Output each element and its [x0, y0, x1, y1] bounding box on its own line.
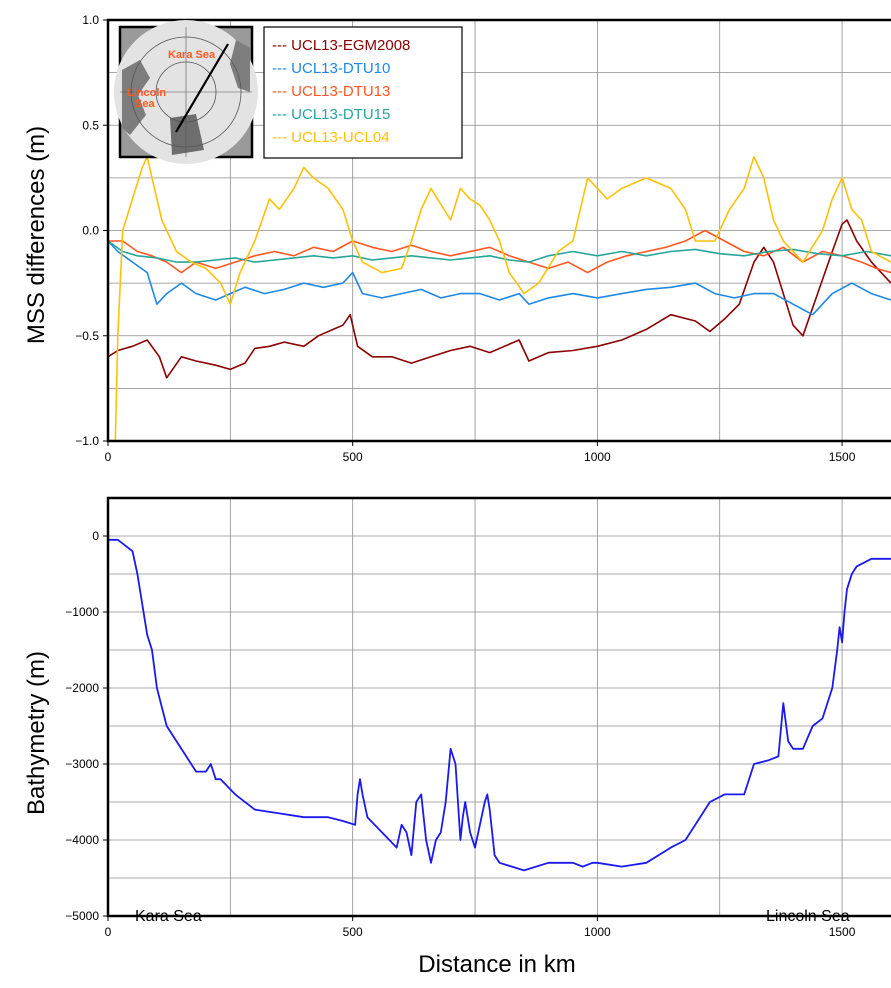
legend-entry: --- UCL13-DTU15	[272, 106, 390, 123]
legend-box	[263, 26, 463, 159]
series-line-ucl13-dtu13	[108, 229, 891, 274]
x-tick-label: 0	[105, 450, 112, 464]
inset-label-lincoln-sea: Lincoln Sea	[127, 87, 166, 110]
legend-entry: --- UCL13-DTU10	[272, 60, 390, 77]
mss-series-group	[107, 156, 891, 442]
annotation-kara-sea: Kara Sea	[135, 908, 202, 925]
y-tick-label: −3000	[65, 757, 99, 771]
x-tick-label: 500	[343, 925, 363, 939]
transect-line	[175, 43, 229, 133]
y-tick-label: −1000	[65, 605, 99, 619]
x-tick-label: 0	[105, 925, 112, 939]
legend: --- UCL13-EGM2008 --- UCL13-DTU10 --- UCL1…	[263, 26, 463, 159]
series-line-ucl13-egm2008	[107, 219, 891, 379]
mss-y-axis-label: MSS differences (m)	[23, 126, 50, 344]
x-tick-label: 1500	[829, 450, 856, 464]
legend-items: --- UCL13-EGM2008 --- UCL13-DTU10 --- UCL1…	[272, 37, 410, 146]
y-tick-label: −5000	[65, 909, 99, 923]
x-tick-label: 1000	[584, 925, 611, 939]
landmass-shape	[230, 40, 250, 92]
y-tick-label: 0.5	[82, 118, 99, 132]
landmass-shape	[122, 60, 150, 135]
series-line-bathymetry	[108, 538, 891, 872]
annotation-lincoln-sea: Lincoln Sea	[766, 908, 850, 925]
bathymetry-series-group	[108, 538, 891, 872]
bathymetry-plot-frame	[106, 496, 891, 918]
y-tick-label: 0	[92, 529, 99, 543]
y-tick-label: 0.0	[82, 224, 99, 238]
greenland-shape	[170, 114, 204, 155]
y-tick-label: −0.5	[75, 329, 99, 343]
legend-entry: --- UCL13-UCL04	[272, 129, 390, 146]
y-tick-label: 1.0	[82, 13, 99, 27]
mss-differences-panel: 0 500 1000 1500 −1.0 −0.5 0.0 0.5 1.0 MSS differ…	[23, 13, 891, 464]
y-tick-label: −2000	[65, 681, 99, 695]
inset-label-kara-sea: Kara Sea	[168, 49, 216, 61]
x-tick-label: 500	[343, 450, 363, 464]
legend-entry: --- UCL13-DTU13	[272, 83, 390, 100]
bathymetry-y-axis-label: Bathymetry (m)	[23, 651, 50, 815]
legend-entry: --- UCL13-EGM2008	[272, 37, 410, 54]
mss-axis-ticks: 0 500 1000 1500 −1.0 −0.5 0.0 0.5 1.0	[75, 13, 855, 464]
bathymetry-grid	[108, 498, 891, 916]
y-tick-label: −4000	[65, 833, 99, 847]
x-tick-label: 1500	[829, 925, 856, 939]
inset-map: Kara Sea Lincoln Sea	[114, 20, 258, 164]
bathymetry-panel: 0 500 1000 1500 −5000 −4000 −3000 −2000 −1000 0 B…	[23, 496, 891, 978]
bathymetry-axis-ticks: 0 500 1000 1500 −5000 −4000 −3000 −2000 −1000 0	[65, 529, 855, 939]
series-line-ucl13-dtu10	[107, 240, 891, 316]
series-line-ucl13-ucl04	[114, 156, 891, 442]
x-tick-label: 1000	[584, 450, 611, 464]
series-line-ucl13-dtu15	[107, 240, 891, 263]
distance-x-axis-label: Distance in km	[418, 951, 575, 978]
y-tick-label: −1.0	[75, 434, 99, 448]
